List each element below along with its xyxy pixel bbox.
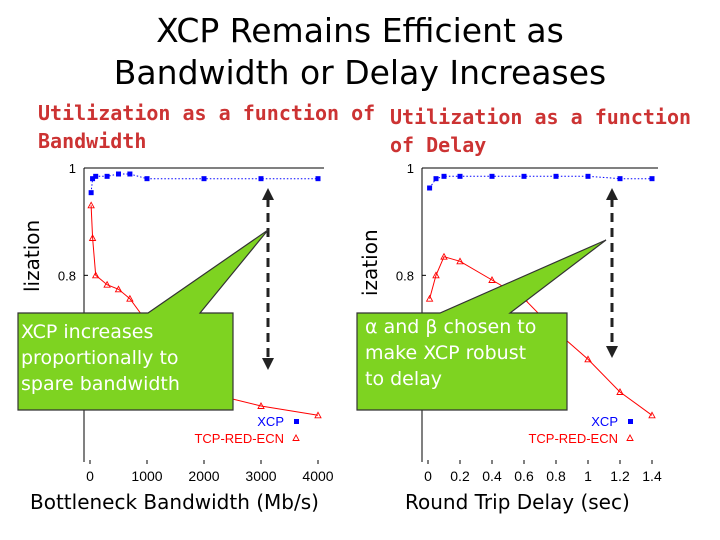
bandwidth-utilization-chart: 0.8 1 0 1000 2000 3000 4000 XCP TCP-RED-ECN (58, 161, 334, 484)
left-tcp-point (103, 280, 111, 288)
right-legend-label-xcp: XCP (591, 414, 618, 429)
left-x-tick-label: 0 (86, 468, 94, 484)
left-y-tick-label: 0.8 (58, 268, 76, 283)
right-gap-arrow-head-top (606, 188, 618, 200)
right-callout-line2: make XCP robust (365, 342, 527, 364)
left-legend-marker-tcp (292, 434, 300, 441)
right-y-tick-label: 1 (407, 161, 414, 176)
right-legend-label-tcp: TCP-RED-ECN (528, 431, 618, 446)
left-xcp-point (144, 176, 150, 182)
right-x-tick-label: 0.8 (546, 468, 566, 484)
slide-title: XCP Remains Efficient as Bandwidth or De… (0, 10, 720, 94)
right-xcp-point (585, 173, 591, 179)
left-tcp-point (91, 271, 100, 279)
left-tcp-point (257, 402, 265, 409)
left-xcp-point (104, 173, 110, 179)
slide-title-line1: XCP Remains Efficient as (156, 11, 564, 50)
right-xcp-point (441, 173, 447, 179)
right-xcp-point (553, 173, 559, 179)
right-gap-arrow-head-bottom (606, 346, 618, 358)
right-x-axis-title: Round Trip Delay (sec) (405, 490, 630, 514)
left-callout-text: XCP increases proportionally to spare ba… (21, 319, 180, 397)
left-xcp-point (116, 171, 121, 177)
right-subtitle-line1: Utilization as a function (390, 105, 692, 129)
left-callout-line3: spare bandwidth (21, 373, 180, 395)
right-subtitle: Utilization as a function of Delay (390, 103, 691, 159)
left-xcp-point (315, 176, 321, 182)
right-callout-bubble (356, 239, 607, 411)
left-x-tick-label: 1000 (131, 468, 162, 484)
right-x-tick-label: 0.6 (514, 468, 534, 484)
left-tcp-point (88, 234, 97, 241)
left-series-xcp-line (90, 173, 318, 193)
left-xcp-point (93, 173, 99, 179)
right-x-tick-label: 1 (584, 468, 592, 484)
right-callout-line1: α and β chosen to (365, 316, 537, 338)
right-tcp-point (456, 257, 464, 265)
right-y-tick-label: 0.8 (396, 268, 414, 283)
right-xcp-point (489, 173, 495, 179)
right-callout-line3: to delay (365, 368, 443, 390)
right-xcp-point (427, 185, 433, 191)
left-legend-marker-xcp (294, 419, 299, 424)
left-subtitle-line2: Bandwidth (38, 129, 147, 153)
right-xcp-point (649, 176, 655, 182)
right-xcp-point (617, 176, 623, 182)
left-tcp-point (114, 285, 123, 293)
left-legend-label-xcp: XCP (257, 414, 284, 429)
right-tcp-point (488, 276, 496, 283)
right-xcp-point (433, 176, 439, 182)
right-xcp-point (457, 173, 463, 179)
right-series-xcp-line (429, 175, 652, 189)
left-xcp-point (201, 176, 207, 182)
left-tcp-point (314, 411, 322, 419)
left-tcp-point (126, 294, 134, 302)
left-callout-bubble (17, 229, 269, 411)
left-x-tick-label: 3000 (245, 468, 276, 484)
right-x-tick-label: 0.4 (482, 468, 502, 484)
right-x-tick-label: 0.2 (450, 468, 470, 484)
right-x-tick-label: 1.2 (610, 468, 630, 484)
left-callout-line2: proportionally to (21, 347, 179, 369)
left-xcp-point (127, 171, 133, 177)
right-x-tick-label: 1.4 (642, 468, 662, 484)
right-legend-marker-xcp (628, 419, 633, 424)
right-tcp-point (440, 252, 448, 260)
slide-title-line2: Bandwidth or Delay Increases (113, 53, 607, 92)
left-xcp-point (88, 190, 94, 196)
left-subtitle-line1: Utilization as a function of (38, 101, 376, 125)
left-tcp-point (87, 201, 95, 209)
left-x-axis-title: Bottleneck Bandwidth (Mb/s) (30, 490, 319, 514)
right-callout-text: α and β chosen to make XCP robust to del… (365, 314, 536, 392)
right-tcp-point (616, 388, 624, 395)
right-tcp-point (425, 294, 434, 302)
right-tcp-point (648, 411, 656, 419)
left-legend-label-tcp: TCP-RED-ECN (194, 431, 284, 446)
left-callout-line1: XCP increases (21, 321, 154, 343)
right-x-tick-label: 0 (424, 468, 432, 484)
left-xcp-point (90, 176, 96, 182)
left-gap-arrow-head-top (262, 188, 274, 200)
left-x-tick-label: 2000 (188, 468, 219, 484)
right-legend-marker-tcp (626, 434, 634, 441)
left-subtitle: Utilization as a function of Bandwidth (38, 99, 375, 155)
right-tcp-point (584, 355, 592, 363)
right-tcp-point (432, 271, 440, 279)
right-xcp-point (521, 173, 527, 179)
left-xcp-point (258, 176, 264, 182)
delay-utilization-chart: 0.8 1 0 0.2 0.4 0.6 0.8 1 1.2 1.4 XCP TCP-RED-ECN (396, 161, 662, 484)
left-y-tick-label: 1 (69, 161, 76, 176)
right-subtitle-line2: of Delay (390, 133, 487, 157)
left-gap-arrow-head-bottom (262, 358, 274, 370)
left-x-tick-label: 4000 (302, 468, 333, 484)
